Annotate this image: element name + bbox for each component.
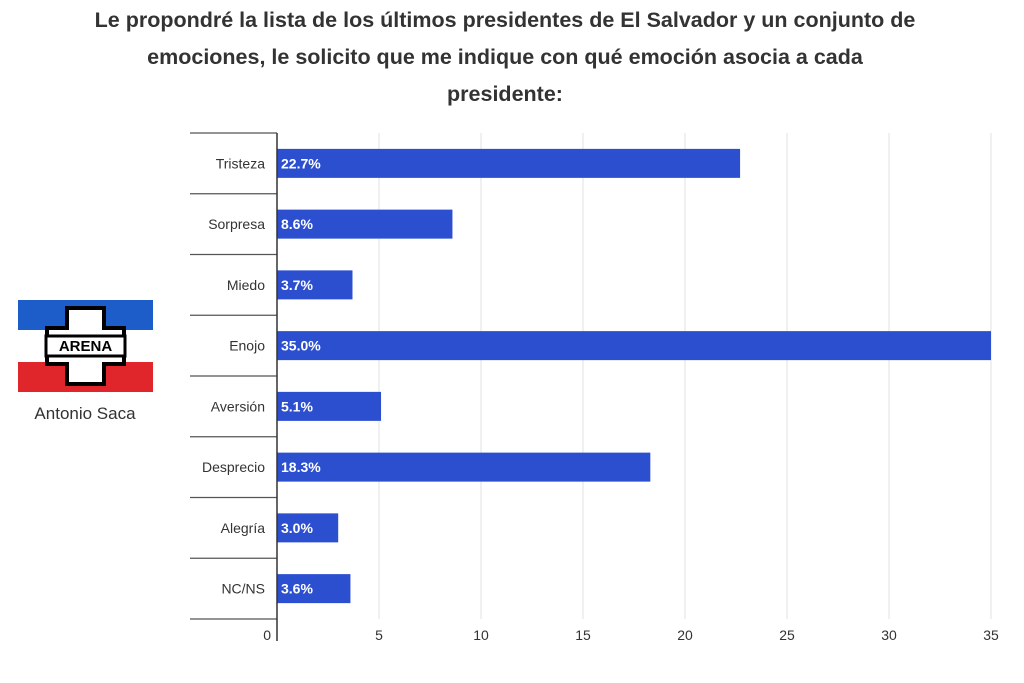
logo-text: ARENA [59, 338, 113, 355]
category-label: Desprecio [202, 459, 265, 475]
data-label: 3.6% [281, 581, 313, 597]
data-label: 35.0% [281, 338, 321, 354]
title-line-2: emociones, le solicito que me indique co… [147, 45, 863, 69]
bar [277, 148, 741, 178]
data-label: 3.7% [281, 277, 313, 293]
logo-text-box [44, 334, 127, 358]
bar [277, 331, 991, 361]
category-label: Aversión [211, 398, 265, 414]
bar [277, 209, 453, 239]
data-label: 18.3% [281, 459, 321, 475]
bar [277, 391, 382, 421]
data-label: 5.1% [281, 398, 313, 414]
arena-party-logo: ARENA [18, 300, 153, 392]
category-label: Miedo [227, 277, 265, 293]
bar [277, 452, 651, 482]
category-label: Sorpresa [208, 216, 265, 232]
x-tick-label: 30 [881, 627, 897, 643]
x-tick-label: 20 [677, 627, 693, 643]
category-label: NC/NS [221, 581, 265, 597]
x-tick-label: 35 [983, 627, 999, 643]
data-label: 8.6% [281, 216, 313, 232]
x-tick-label: 15 [575, 627, 591, 643]
title-line-3: presidente: [447, 82, 563, 106]
category-label: Enojo [229, 338, 265, 354]
chart-title: Le propondré la lista de los últimos pre… [0, 2, 1010, 113]
data-label: 3.0% [281, 520, 313, 536]
x-tick-label: 10 [473, 627, 489, 643]
president-name: Antonio Saca [34, 404, 136, 423]
bar [277, 270, 353, 300]
category-label: Alegría [221, 520, 266, 536]
bar [277, 513, 339, 543]
x-tick-label: 25 [779, 627, 795, 643]
category-label: Tristeza [216, 155, 265, 171]
data-label: 22.7% [281, 155, 321, 171]
x-tick-label: 5 [375, 627, 383, 643]
title-line-1: Le propondré la lista de los últimos pre… [94, 8, 916, 32]
bar [277, 574, 351, 604]
x-tick-label: 0 [263, 627, 271, 643]
